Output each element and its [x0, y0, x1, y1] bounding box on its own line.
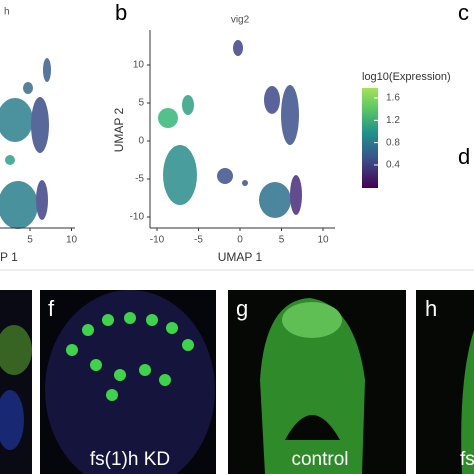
plot-title: vig2 — [231, 15, 250, 26]
x-tick-label: 5 — [27, 235, 33, 246]
panel-label: d — [458, 144, 470, 169]
y-tick-label: 10 — [133, 60, 145, 71]
x-tick-label: 10 — [317, 235, 329, 246]
panel-label: c — [458, 0, 469, 25]
panel-label: f — [48, 296, 55, 321]
x-tick-label: -10 — [150, 235, 165, 246]
panel-label: b — [115, 0, 127, 25]
legend-tick-label: 1.6 — [386, 93, 400, 104]
legend-tick-label: 0.4 — [386, 160, 400, 171]
title-a: h — [4, 7, 10, 18]
x-tick-label: 10 — [66, 235, 78, 246]
image-f — [40, 290, 216, 474]
x-tick-label: 0 — [237, 235, 243, 246]
legend-tick-label: 1.2 — [386, 115, 400, 126]
y-axis-label: UMAP 2 — [112, 107, 126, 152]
y-tick-label: -5 — [135, 174, 144, 185]
umap-clusters-b — [158, 40, 302, 218]
legend-tick-label: 0.8 — [386, 137, 400, 148]
y-tick-label: 0 — [138, 136, 144, 147]
x-axis-label: UMAP 1 — [218, 250, 263, 264]
caption: control — [291, 449, 348, 470]
caption: fs(1)h KD — [90, 449, 170, 470]
legend-title: log10(Expression) — [362, 71, 451, 83]
image-e — [0, 290, 32, 474]
x-tick-label: 5 — [279, 235, 285, 246]
colorbar — [362, 88, 378, 188]
panel-label: g — [236, 296, 248, 321]
caption: fs — [460, 449, 474, 470]
y-tick-label: -10 — [130, 212, 145, 223]
image-h — [416, 290, 474, 474]
y-tick-label: 5 — [138, 98, 144, 109]
x-axis-label-a: P 1 — [0, 250, 18, 264]
umap-clusters-a — [0, 58, 51, 229]
x-tick-label: -5 — [194, 235, 203, 246]
panel-label: h — [425, 296, 437, 321]
image-g — [228, 290, 406, 474]
